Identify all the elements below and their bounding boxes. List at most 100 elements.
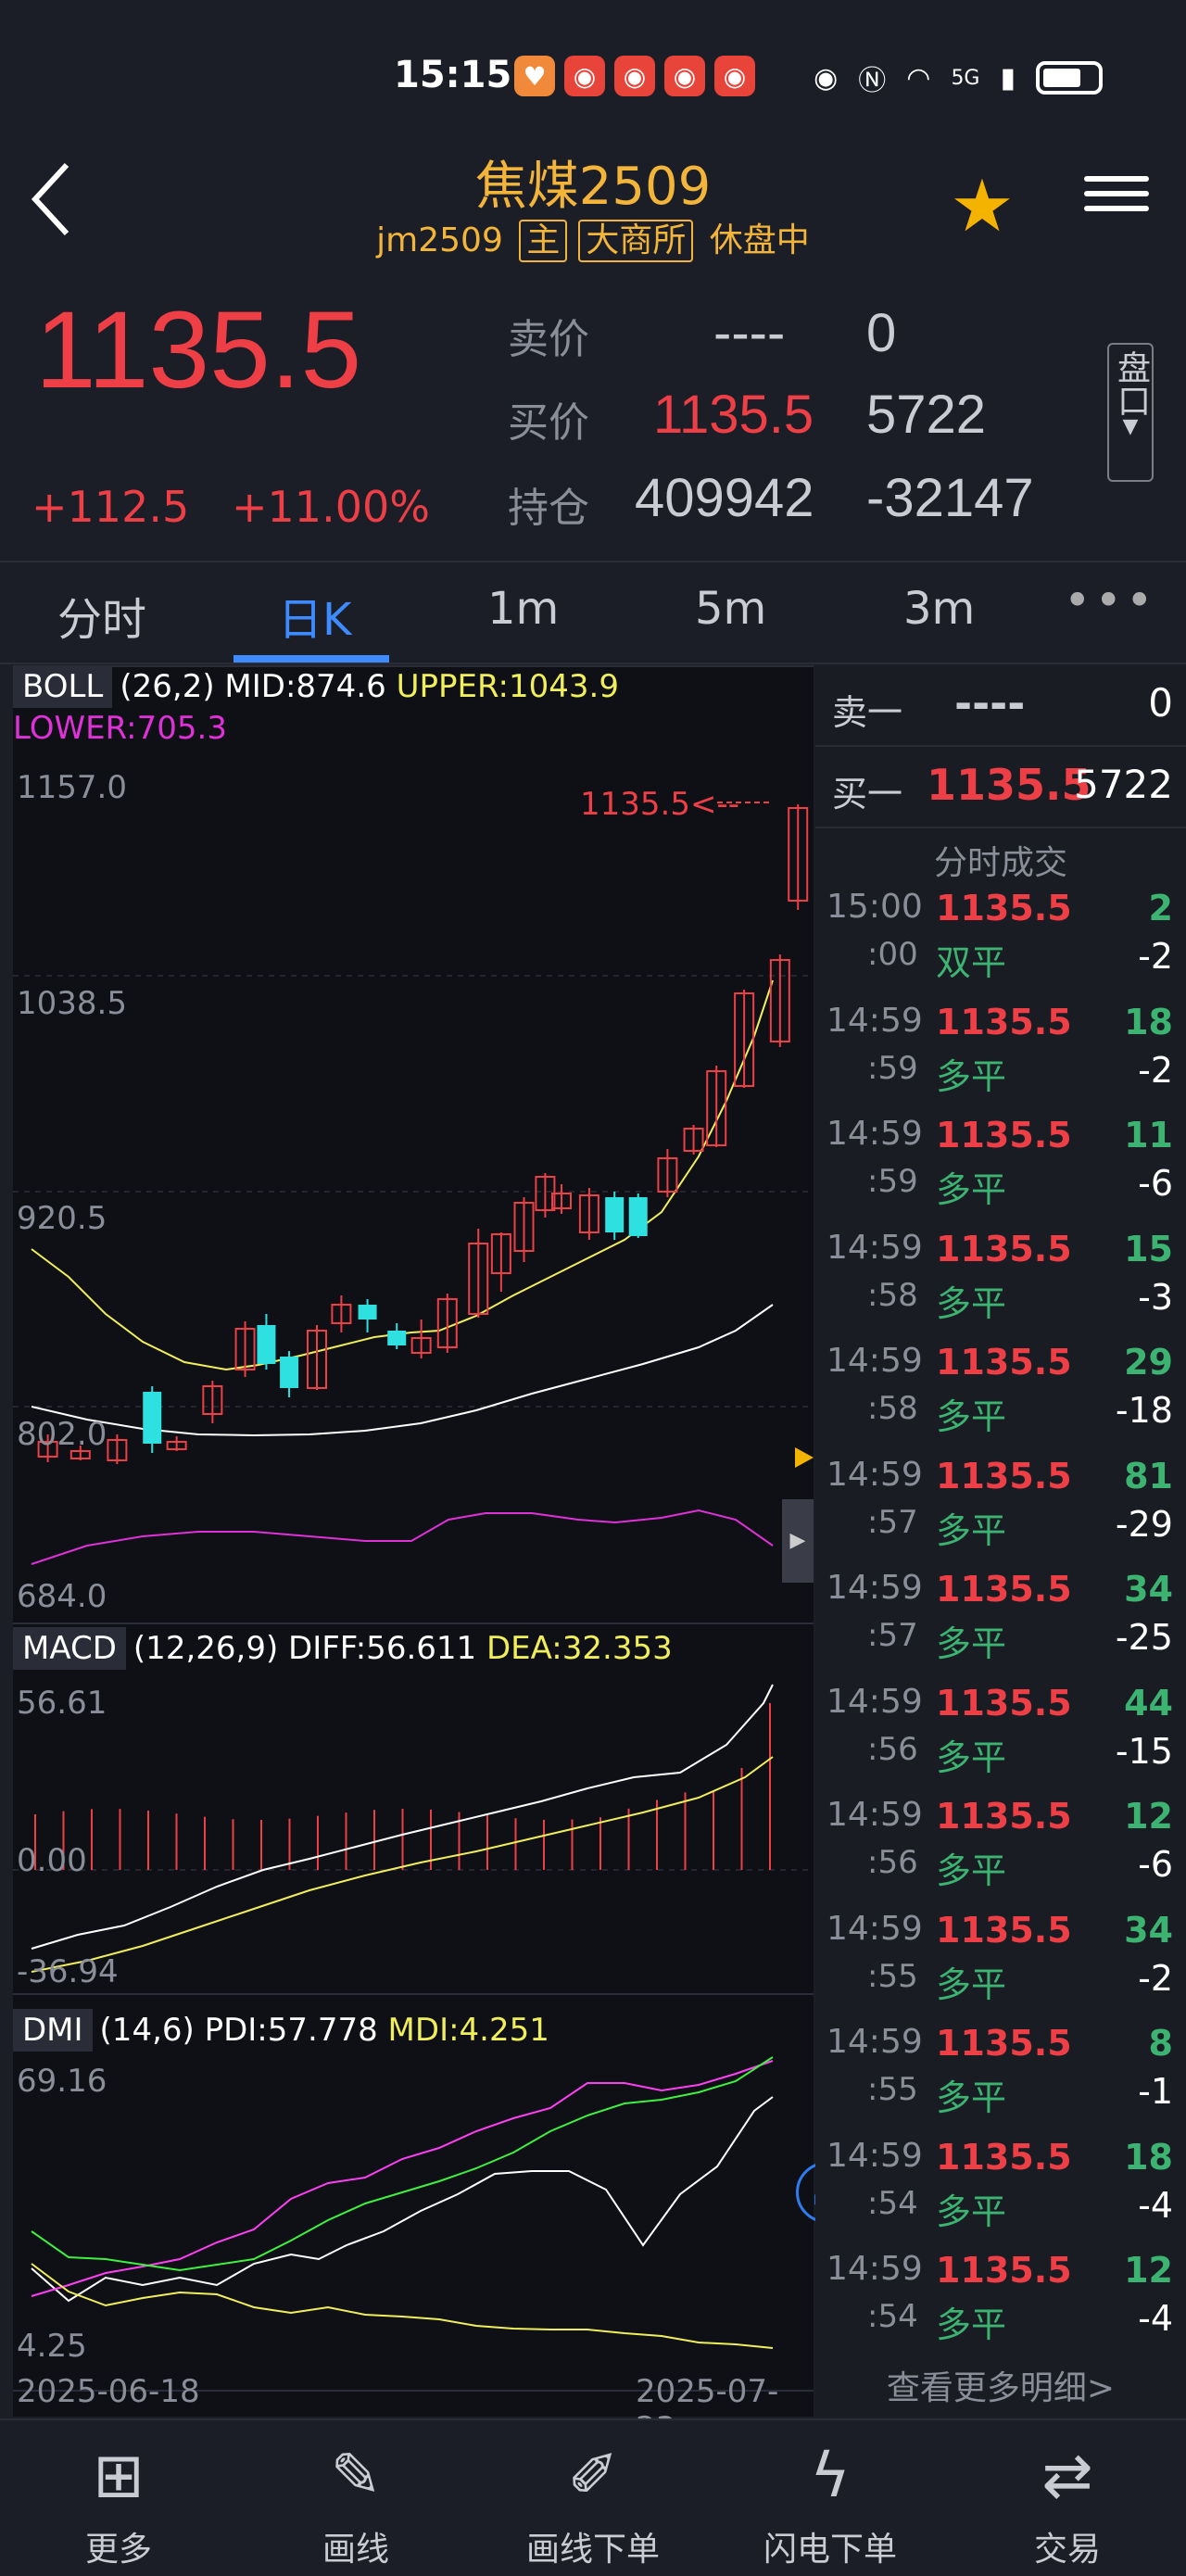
- tick-volume: 34: [1124, 1569, 1173, 1610]
- boll-lower: LOWER:705.3: [13, 710, 227, 747]
- tick-type: 多平: [936, 1055, 1007, 1097]
- tick-second: :57: [867, 1617, 918, 1654]
- dmi-header: DMI (14,6) PDI:57.778 MDI:4.251: [13, 2009, 549, 2052]
- chart-canvas: [13, 665, 814, 2392]
- wifi-icon: ◠: [906, 61, 931, 95]
- nfc-icon: Ⓝ: [858, 65, 887, 97]
- tick-second: :54: [867, 2184, 918, 2222]
- see-more-link[interactable]: 查看更多明细>: [886, 2369, 1116, 2407]
- tick-row: 14:59:57 1135.5 多平 81 -29: [815, 1456, 1186, 1569]
- favorite-star-icon[interactable]: ★: [950, 165, 1015, 248]
- tick-time: 14:59: [826, 1342, 923, 1380]
- tick-time: 14:59: [826, 1909, 923, 1948]
- menu-button[interactable]: [1084, 167, 1149, 232]
- tick-volume: 29: [1124, 1342, 1173, 1383]
- tick-volume: 8: [1148, 2023, 1173, 2064]
- tick-row: 14:59:58 1135.5 多平 29 -18: [815, 1342, 1186, 1455]
- tick-price: 1135.5: [936, 1001, 1072, 1042]
- panel-collapse-arrow-icon[interactable]: ▶: [782, 1499, 814, 1583]
- more-periods-icon[interactable]: •••: [1064, 574, 1157, 627]
- tick-second: :00: [867, 936, 918, 973]
- boll-header: BOLL (26,2) MID:874.6 UPPER:1043.9: [13, 665, 619, 708]
- tick-volume: 18: [1124, 1001, 1173, 1042]
- tick-price: 1135.5: [936, 1796, 1072, 1837]
- ticks-title: 分时成交: [933, 844, 1067, 882]
- macd-ytick-3: -36.94: [17, 1953, 119, 1990]
- tick-volume: 12: [1124, 1796, 1173, 1837]
- tick-oi-change: -6: [1138, 1163, 1173, 1204]
- tick-volume: 18: [1124, 2136, 1173, 2178]
- macd-params: (12,26,9): [132, 1630, 279, 1667]
- bid1-row: 买一 1135.5 5722: [815, 747, 1186, 828]
- candle-body: [331, 1304, 352, 1324]
- tick-type: 多平: [936, 1623, 1007, 1664]
- tab-intraday[interactable]: 分时: [57, 594, 147, 646]
- draw-line-order-button[interactable]: ✐ 画线下单: [500, 2439, 686, 2570]
- boll-indicator-select[interactable]: BOLL: [13, 665, 113, 708]
- candle-body: [706, 1070, 727, 1146]
- tick-row: 14:59:58 1135.5 多平 15 -3: [815, 1229, 1186, 1342]
- ask1-price: ----: [954, 678, 1026, 728]
- flash-order-label: 闪电下单: [763, 2531, 897, 2569]
- candle-body: [734, 992, 755, 1087]
- tick-row: 14:59:57 1135.5 多平 34 -25: [815, 1569, 1186, 1682]
- candle-body: [69, 1450, 91, 1459]
- tick-volume: 15: [1124, 1228, 1173, 1269]
- back-button[interactable]: [28, 158, 93, 241]
- tick-price: 1135.5: [936, 1909, 1072, 1951]
- tick-second: :55: [867, 2071, 918, 2108]
- tick-oi-change: -2: [1138, 1957, 1173, 1999]
- tick-oi-change: -2: [1138, 1049, 1173, 1091]
- ask-volume: 0: [866, 303, 897, 363]
- candle-body: [605, 1197, 625, 1232]
- candle-body: [468, 1243, 489, 1315]
- tab-3m[interactable]: 3m: [903, 583, 976, 635]
- bid1-label: 买一: [832, 774, 903, 814]
- trade-button[interactable]: ⇄ 交易: [975, 2439, 1160, 2570]
- candle-body: [280, 1357, 299, 1388]
- tick-type: 多平: [936, 2077, 1007, 2118]
- tick-price: 1135.5: [936, 2023, 1072, 2064]
- boll-ytick-5: 684.0: [17, 1578, 107, 1615]
- orderbook-ticks-panel: 卖一 ---- 0 买一 1135.5 5722 分时成交 15:00:00 11…: [815, 665, 1186, 2417]
- candle-body: [107, 1439, 128, 1461]
- tick-type: 多平: [936, 1509, 1007, 1551]
- tick-oi-change: -1: [1138, 2071, 1173, 2112]
- weibo-icon: ◉: [714, 56, 755, 96]
- candle-body: [37, 1441, 58, 1458]
- ask1-volume: 0: [1148, 680, 1173, 726]
- candle-body: [410, 1337, 432, 1354]
- tab-5m[interactable]: 5m: [695, 583, 767, 635]
- ask1-label: 卖一: [832, 692, 903, 733]
- tick-type: 多平: [936, 1964, 1007, 2005]
- candle-body: [307, 1330, 327, 1389]
- bid-volume: 5722: [866, 385, 987, 445]
- macd-ytick-1: 56.61: [17, 1685, 107, 1722]
- tab-daily-k[interactable]: 日K: [278, 594, 352, 646]
- candle-body: [166, 1441, 187, 1450]
- tab-1m[interactable]: 1m: [487, 583, 560, 635]
- candle-body: [551, 1193, 572, 1209]
- more-button[interactable]: ⊞ 更多: [26, 2439, 211, 2570]
- signal-label: 5G: [951, 66, 980, 90]
- tick-price: 1135.5: [936, 2250, 1072, 2291]
- flash-order-button[interactable]: ϟ 闪电下单: [738, 2439, 923, 2570]
- candle-body: [788, 807, 809, 902]
- boll-mid: MID:874.6: [224, 668, 386, 705]
- candle-body: [202, 1385, 223, 1415]
- orderbook-toggle[interactable]: 盘口 ▼: [1107, 343, 1154, 482]
- draw-line-button[interactable]: ✎ 画线: [263, 2439, 448, 2570]
- dmi-mdi: MDI:4.251: [387, 2012, 549, 2049]
- tick-type: 多平: [936, 2191, 1007, 2232]
- more-label: 更多: [84, 2531, 152, 2569]
- tick-time: 14:59: [826, 2250, 923, 2288]
- tick-type: 多平: [936, 1396, 1007, 1437]
- main-contract-tag: 主: [519, 220, 568, 262]
- candle-body: [234, 1328, 256, 1370]
- tick-oi-change: -4: [1138, 2184, 1173, 2226]
- tick-second: :58: [867, 1390, 918, 1427]
- open-interest-label: 持仓: [508, 485, 589, 532]
- macd-indicator-select[interactable]: MACD: [13, 1627, 126, 1670]
- dmi-indicator-select[interactable]: DMI: [13, 2009, 93, 2052]
- kline-chart-panel[interactable]: BOLL (26,2) MID:874.6 UPPER:1043.9 LOWER:…: [13, 665, 857, 2447]
